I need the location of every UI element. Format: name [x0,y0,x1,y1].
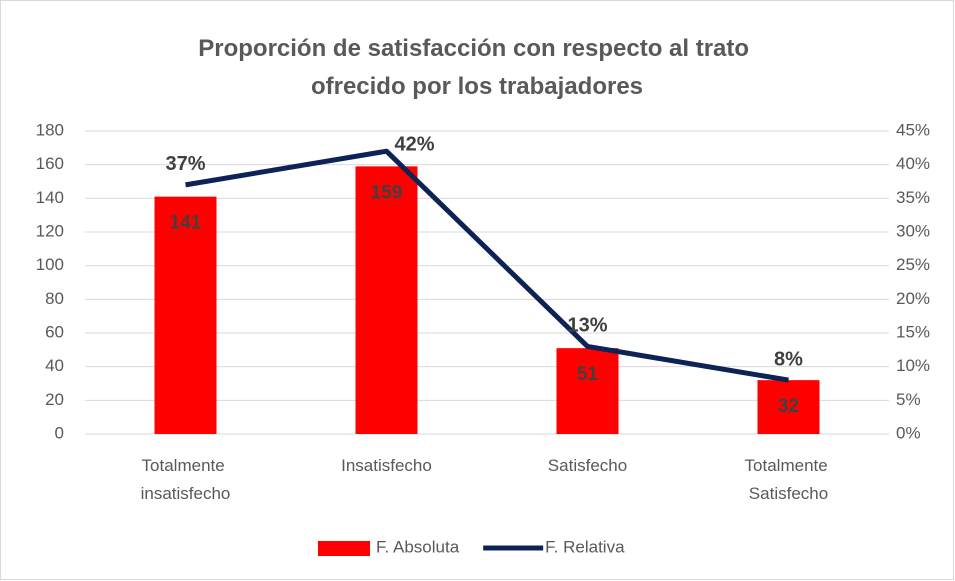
line [185,148,789,383]
bar-value-label: 51 [577,364,599,385]
y2-tick-label: 45% [896,120,930,139]
y2-tick-label: 15% [896,322,930,341]
bar [556,348,619,434]
y-tick-label: 140 [36,188,64,207]
y-tick-label: 40 [45,356,64,375]
bar [757,380,820,434]
y-tick-label: 60 [45,322,64,341]
y2-tick-label: 40% [896,154,930,173]
y2-tick-label: 5% [896,390,921,409]
y2-tick-label: 20% [896,289,930,308]
line-value-label: 37% [165,153,205,175]
legend-swatch [318,541,370,556]
y2-tick-label: 0% [896,423,921,442]
legend-label: F. Absoluta [376,537,460,556]
bar-value-label: 141 [170,213,202,234]
y-tick-label: 160 [36,154,64,173]
y-tick-label: 100 [36,255,64,274]
y2-tick-label: 35% [896,188,930,207]
line-value-label: 13% [567,315,607,337]
bar-value-label: 159 [371,182,403,203]
y2-tick-label: 30% [896,221,930,240]
y-tick-label: 20 [45,390,64,409]
y-tick-label: 0 [55,423,64,442]
line-value-label: 8% [774,348,803,370]
bar [154,196,217,434]
y2-tick-label: 10% [896,356,930,375]
y2-tick-label: 25% [896,255,930,274]
x-tick-label: Totalmente Satisfecho [745,456,833,503]
y-tick-label: 120 [36,221,64,240]
bar [355,166,418,434]
x-tick-label: Insatisfecho [341,456,432,475]
line-value-label: 42% [394,133,434,155]
y-tick-label: 180 [36,120,64,139]
y-tick-label: 80 [45,289,64,308]
x-tick-label: Satisfecho [548,456,627,475]
bar-value-label: 32 [778,396,799,417]
x-tick-label: Totalmente insatisfecho [141,456,231,503]
chart-title: Proporción de satisfacción con respecto … [198,35,755,100]
legend-label: F. Relativa [545,537,625,556]
